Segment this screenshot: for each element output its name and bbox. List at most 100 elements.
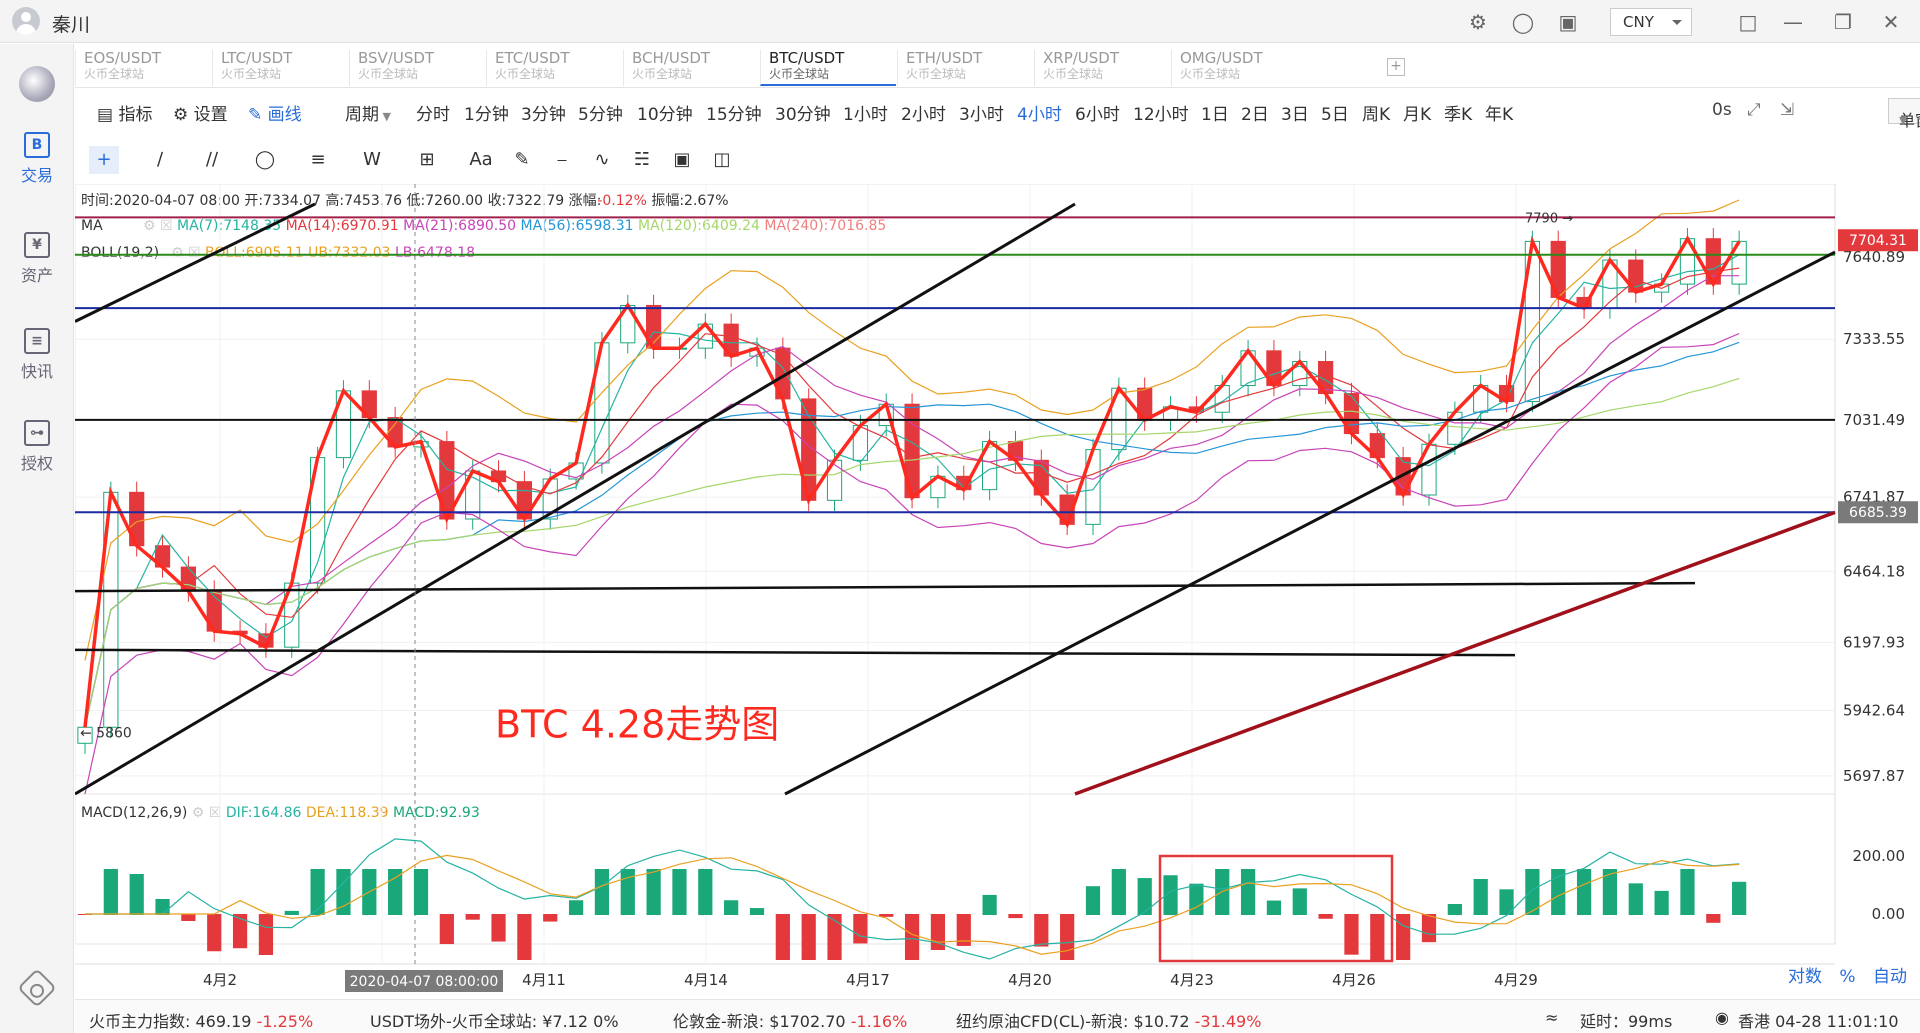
- ticker-usdt[interactable]: USDT场外-火币全球站: ¥7.12 0%: [370, 1008, 619, 1032]
- macd-histogram-bar: [853, 914, 868, 944]
- period-btn[interactable]: 周K: [1362, 105, 1391, 125]
- screenshot-icon[interactable]: ⇲: [1780, 100, 1795, 120]
- tab-bch[interactable]: BCH/USDT 火币全球站: [623, 50, 759, 86]
- period-btn[interactable]: 1分钟: [464, 105, 509, 125]
- period-btn[interactable]: 1日: [1201, 105, 1229, 125]
- period-btn[interactable]: 30分钟: [775, 105, 831, 125]
- period-btn[interactable]: 3小时: [959, 105, 1004, 125]
- ticker-value: 469.19: [195, 1012, 252, 1031]
- tab-market: 火币全球站: [84, 67, 145, 81]
- period-btn[interactable]: 3日: [1281, 105, 1309, 125]
- ma_legend-item: MA(120):6409.24: [638, 218, 765, 234]
- period-btn[interactable]: 3分钟: [521, 105, 566, 125]
- fullscreen-icon[interactable]: ⤢: [1747, 100, 1761, 120]
- ticker-index[interactable]: 火币主力指数: 469.19 -1.25%: [89, 1008, 313, 1032]
- period-btn[interactable]: 2小时: [901, 105, 946, 125]
- brush-tool-icon[interactable]: ✎: [514, 149, 530, 170]
- period-btn[interactable]: 月K: [1403, 105, 1432, 125]
- macd-histogram-bar: [1396, 914, 1411, 960]
- period-btn[interactable]: 分时: [416, 105, 450, 125]
- sidebar-item-news[interactable]: ≡ 快讯: [0, 328, 74, 382]
- tab-market: 火币全球站: [1180, 67, 1241, 81]
- fib-tool-icon[interactable]: ≡: [310, 149, 326, 170]
- tab-ltc[interactable]: LTC/USDT 火币全球站: [212, 50, 348, 86]
- wave-tool-icon[interactable]: W: [363, 149, 381, 170]
- lock-tool-icon[interactable]: ☵: [633, 149, 651, 170]
- measure-tool-icon[interactable]: ⊞: [419, 149, 435, 170]
- tab-etc[interactable]: ETC/USDT 火币全球站: [486, 50, 622, 86]
- percent-scale-button[interactable]: %: [1839, 967, 1856, 987]
- maximize-icon[interactable]: ❐: [1834, 10, 1852, 34]
- close-icon[interactable]: ✕: [1882, 10, 1900, 34]
- tab-pair: XRP/USDT: [1043, 49, 1120, 67]
- pencil-icon: ✎: [248, 105, 268, 125]
- status-bar: 火币主力指数: 469.19 -1.25% USDT场外-火币全球站: ¥7.1…: [75, 999, 1920, 1033]
- period-btn[interactable]: 6小时: [1075, 105, 1120, 125]
- close-icon[interactable]: ☒: [160, 218, 173, 234]
- restore-window-icon[interactable]: □: [1738, 10, 1758, 34]
- macd-histogram-bar: [388, 869, 403, 915]
- settings-button[interactable]: ⚙ 设置: [173, 100, 228, 125]
- lock-icon[interactable]: ▣: [673, 149, 691, 170]
- text-tool-icon[interactable]: Aa: [469, 149, 493, 170]
- period-dropdown[interactable]: 周期 ▼: [345, 100, 391, 125]
- currency-select[interactable]: CNY: [1610, 8, 1692, 36]
- tab-omg[interactable]: OMG/USDT 火币全球站: [1171, 50, 1307, 86]
- chevron-down-icon: ▼: [379, 110, 391, 123]
- period-btn[interactable]: 5日: [1321, 105, 1349, 125]
- period-btn-active[interactable]: 4小时: [1017, 105, 1062, 125]
- draw-button[interactable]: ✎ 画线: [248, 100, 302, 125]
- sidebar-item-authorize[interactable]: ⊶ 授权: [0, 420, 74, 474]
- trash-icon[interactable]: ◫: [713, 149, 731, 170]
- macd-histogram-bar: [284, 910, 299, 915]
- magnet-tool-icon[interactable]: ∿: [594, 149, 610, 170]
- period-btn[interactable]: 季K: [1444, 105, 1473, 125]
- price-chart[interactable]: 7640.897333.557031.496741.876464.186197.…: [75, 184, 1920, 999]
- log-scale-button[interactable]: 对数: [1788, 967, 1822, 987]
- tab-eos[interactable]: EOS/USDT 火币全球站: [75, 50, 211, 86]
- parallel-line-tool-icon[interactable]: ∕∕: [205, 149, 219, 170]
- add-tab-button[interactable]: +: [1387, 58, 1405, 76]
- ruler-tool-icon[interactable]: ⎯: [557, 149, 567, 170]
- tab-market: 火币全球站: [906, 67, 967, 81]
- ohlc-change-label: 涨幅:: [568, 193, 602, 209]
- x-tick-label: 4月26: [1332, 971, 1376, 989]
- period-btn[interactable]: 年K: [1485, 105, 1514, 125]
- period-btn[interactable]: 5分钟: [578, 105, 623, 125]
- close-icon[interactable]: ☒: [208, 805, 222, 821]
- window-mode-select[interactable]: 单窗口 ▼: [1888, 98, 1920, 130]
- period-btn[interactable]: 2日: [1241, 105, 1269, 125]
- period-btn[interactable]: 1小时: [843, 105, 888, 125]
- bell-icon[interactable]: ⚙: [1469, 10, 1487, 34]
- ma_legend-item: MA(240):7016.85: [764, 218, 887, 234]
- gear-icon[interactable]: ⚙: [191, 805, 205, 821]
- ticker-gold[interactable]: 伦敦金-新浪: $1702.70 -1.16%: [673, 1008, 907, 1032]
- user-name[interactable]: 秦川: [52, 14, 91, 36]
- tab-pair: ETC/USDT: [495, 49, 570, 67]
- ticker-oil[interactable]: 纽约原油CFD(CL)-新浪: $10.72 -31.49%: [956, 1008, 1261, 1032]
- period-btn[interactable]: 10分钟: [637, 105, 693, 125]
- sidebar-item-trade[interactable]: B 交易: [0, 132, 74, 186]
- tab-pair: ETH/USDT: [906, 49, 983, 67]
- circle-tool-icon[interactable]: ◯: [254, 149, 276, 170]
- gear-icon[interactable]: ⚙: [143, 218, 156, 234]
- avatar[interactable]: [12, 7, 40, 35]
- period-btn[interactable]: 15分钟: [706, 105, 762, 125]
- macd-histogram-bar: [181, 914, 196, 921]
- indicator-button[interactable]: ▤ 指标: [97, 100, 152, 125]
- period-btn[interactable]: 12小时: [1133, 105, 1189, 125]
- sidebar-item-assets[interactable]: ¥ 资产: [0, 232, 74, 286]
- auto-scale-button[interactable]: 自动: [1872, 967, 1907, 987]
- tab-xrp[interactable]: XRP/USDT 火币全球站: [1034, 50, 1170, 86]
- shirt-icon[interactable]: ▣: [1558, 10, 1578, 34]
- ma21-line: [84, 275, 1740, 728]
- settings-icon[interactable]: [17, 968, 57, 1008]
- tab-bsv[interactable]: BSV/USDT 火币全球站: [349, 50, 485, 86]
- ticker-label: USDT场外-火币全球站:: [370, 1012, 538, 1031]
- search-icon[interactable]: ◯: [1511, 10, 1535, 34]
- minimize-icon[interactable]: —: [1783, 10, 1803, 34]
- tab-eth[interactable]: ETH/USDT 火币全球站: [897, 50, 1033, 86]
- tab-btc[interactable]: BTC/USDT 火币全球站: [760, 50, 896, 86]
- line-tool-icon[interactable]: ∕: [156, 149, 164, 170]
- crosshair-tool-icon[interactable]: +: [89, 146, 119, 174]
